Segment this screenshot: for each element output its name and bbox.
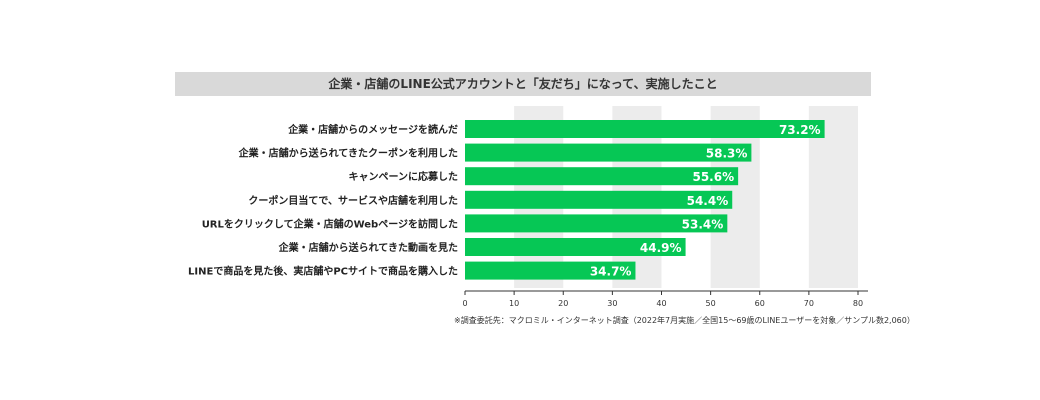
category-label: キャンペーンに応募した <box>349 170 459 183</box>
footnote: ※調査委託先：マクロミル・インターネット調査（2022年7月実施／全国15〜69… <box>454 316 915 325</box>
x-tick-label: 70 <box>804 299 814 308</box>
x-tick-label: 10 <box>509 299 519 308</box>
category-label: 企業・店舗から送られてきたクーポンを利用した <box>238 147 458 160</box>
data-label: 53.4% <box>682 217 724 231</box>
data-label: 73.2% <box>779 123 821 137</box>
bar <box>465 261 636 280</box>
bar <box>465 214 728 233</box>
category-label: 企業・店舗からのメッセージを読んだ <box>287 123 458 136</box>
x-tick-label: 30 <box>607 299 617 308</box>
x-tick-label: 50 <box>706 299 716 308</box>
category-label: URLをクリックして企業・店舗のWebページを訪問した <box>202 217 458 230</box>
category-label: クーポン目当てで、サービスや店舗を利用した <box>248 194 458 207</box>
x-tick-label: 0 <box>462 299 467 308</box>
chart-title: 企業・店舗のLINE公式アカウントと「友だち」になって、実施したこと <box>328 77 718 91</box>
x-tick-label: 20 <box>558 299 568 308</box>
chart-title-bar: 企業・店舗のLINE公式アカウントと「友だち」になって、実施したこと <box>175 72 871 96</box>
bar <box>465 167 739 186</box>
x-tick-label: 80 <box>853 299 863 308</box>
category-label: 企業・店舗から送られてきた動画を見た <box>278 241 458 254</box>
bar <box>465 120 825 138</box>
data-label: 54.4% <box>687 194 729 208</box>
x-tick-label: 60 <box>755 299 765 308</box>
category-label: LINEで商品を見た後、実店舗やPCサイトで商品を購入した <box>188 265 458 278</box>
bar <box>465 190 733 209</box>
x-tick-label: 40 <box>656 299 666 308</box>
data-label: 44.9% <box>640 241 682 255</box>
data-label: 34.7% <box>590 265 632 279</box>
data-label: 58.3% <box>706 147 748 161</box>
data-label: 55.6% <box>692 170 734 184</box>
bar <box>465 143 752 162</box>
bar <box>465 238 686 256</box>
